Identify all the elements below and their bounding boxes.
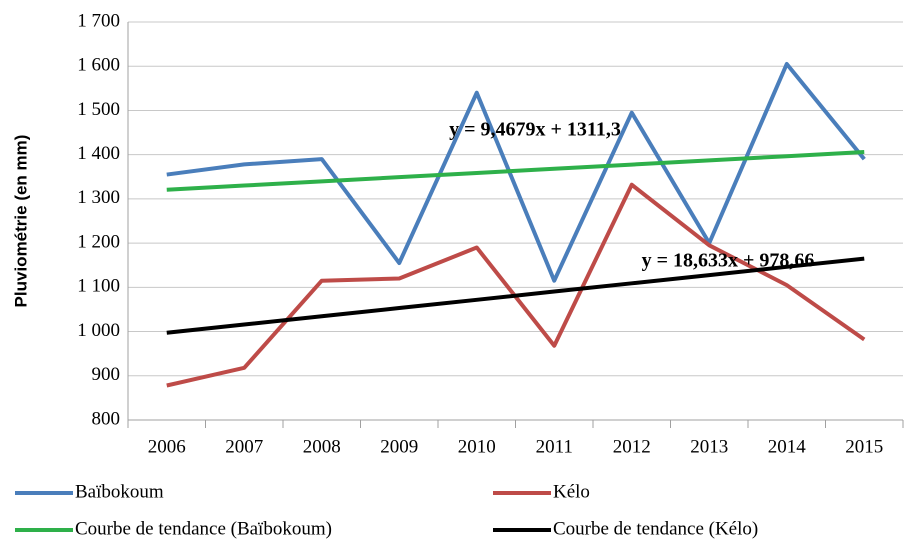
x-tick-label: 2012 bbox=[613, 436, 651, 457]
x-tick-label: 2011 bbox=[536, 436, 573, 457]
x-tick-label: 2010 bbox=[458, 436, 496, 457]
y-tick-label: 1 300 bbox=[77, 187, 120, 208]
series-line bbox=[166, 256, 865, 335]
legend-label: Courbe de tendance (Baïbokoum) bbox=[75, 518, 332, 539]
x-tick-label: 2013 bbox=[690, 436, 728, 457]
series-line bbox=[166, 150, 865, 192]
x-tick-label: 2015 bbox=[845, 436, 883, 457]
y-axis-label: Pluviométrie (en mm) bbox=[11, 135, 30, 308]
legend-label: Kélo bbox=[553, 481, 590, 502]
x-tick-label: 2014 bbox=[768, 436, 807, 457]
y-tick-label: 1 400 bbox=[77, 143, 120, 164]
y-tick-label: 1 700 bbox=[77, 10, 120, 31]
y-tick-label: 800 bbox=[92, 408, 121, 429]
series-line bbox=[166, 62, 866, 283]
legend-label: Courbe de tendance (Kélo) bbox=[553, 518, 758, 539]
x-tick-label: 2009 bbox=[380, 436, 418, 457]
y-tick-label: 1 100 bbox=[77, 276, 120, 297]
x-tick-label: 2006 bbox=[148, 436, 186, 457]
x-tick-label: 2007 bbox=[225, 436, 263, 457]
annotation: y = 18,633x + 978,66 bbox=[642, 250, 815, 272]
legend-label: Baïbokoum bbox=[75, 481, 164, 502]
x-tick-label: 2008 bbox=[303, 436, 341, 457]
y-tick-label: 1 600 bbox=[77, 55, 120, 76]
y-tick-label: 1 000 bbox=[77, 320, 120, 341]
y-tick-label: 900 bbox=[92, 364, 121, 385]
series-line bbox=[166, 182, 866, 388]
y-tick-label: 1 500 bbox=[77, 99, 120, 120]
annotation: y = 9,4679x + 1311,3 bbox=[449, 119, 621, 141]
y-tick-label: 1 200 bbox=[77, 231, 120, 252]
